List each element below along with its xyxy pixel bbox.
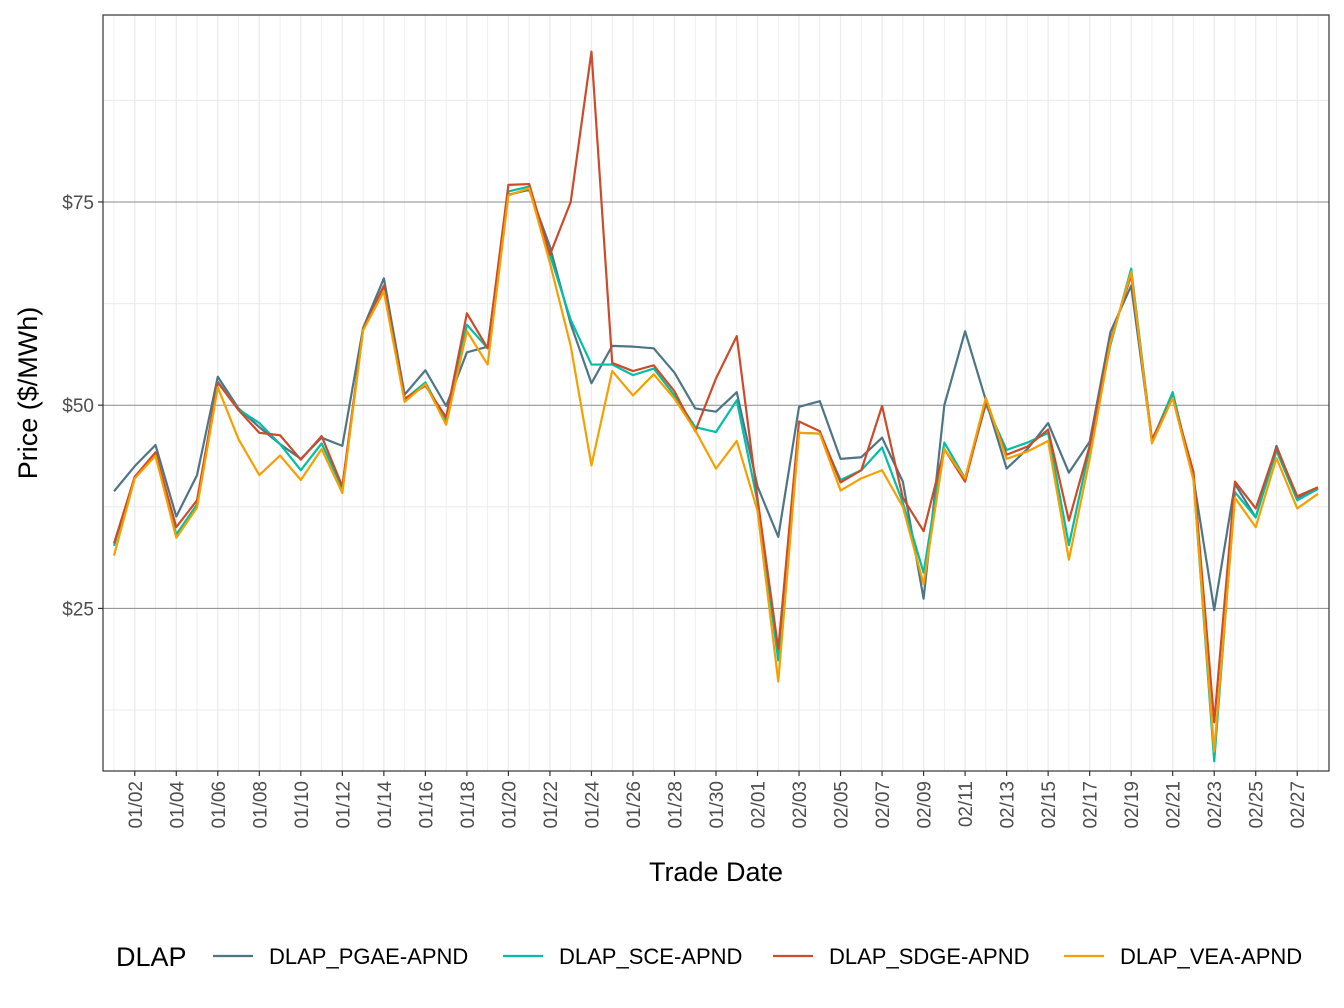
x-tick-label: 02/05 [832,781,853,829]
x-tick-label: 01/14 [375,781,396,829]
x-tick-label: 01/16 [416,781,437,829]
y-axis-ticks: $25 $50 $75 [62,193,103,620]
x-tick-label: 02/09 [915,781,936,829]
x-tick-label: 01/18 [458,781,479,829]
x-tick-label: 01/02 [126,781,147,829]
x-tick-label: 02/25 [1247,781,1268,829]
legend-label: DLAP_PGAE-APND [269,944,468,969]
x-tick-label: 02/23 [1205,781,1226,829]
x-tick-label: 02/27 [1288,781,1309,829]
x-tick-label: 02/03 [790,781,811,829]
x-tick-label: 01/08 [250,781,271,829]
x-tick-label: 01/30 [707,781,728,829]
x-tick-label: 02/17 [1081,781,1102,829]
x-tick-label: 01/28 [665,781,686,829]
x-tick-label: 01/10 [292,781,313,829]
x-axis-ticks: 01/02 01/04 01/06 01/08 01/10 01/12 01/14 01/16… [126,771,1309,829]
x-tick-label: 02/15 [1039,781,1060,829]
x-tick-label: 02/01 [749,781,770,829]
x-axis-title: Trade Date [649,857,783,887]
x-tick-label: 02/21 [1164,781,1185,829]
x-tick-label: 02/19 [1122,781,1143,829]
y-axis-title: Price ($/MWh) [13,307,43,480]
legend-label: DLAP_SCE-APND [559,944,742,969]
series-lines [112,50,1319,763]
x-tick-label: 01/12 [333,781,354,829]
x-tick-label: 01/20 [499,781,520,829]
x-tick-label: 01/22 [541,781,562,829]
major-gridlines [103,201,1329,609]
x-tick-label: 02/11 [956,781,977,827]
legend-title: DLAP [116,942,187,972]
x-tick-label: 01/24 [582,781,603,829]
x-tick-label: 02/13 [998,781,1019,829]
x-tick-label: 01/04 [167,781,188,829]
legend: DLAP DLAP_PGAE-APND DLAP_SCE-APND DLAP_SDG… [116,942,1302,972]
y-tick-label: $75 [62,193,94,214]
legend-label: DLAP_SDGE-APND [829,944,1030,969]
x-tick-label: 01/06 [209,781,230,829]
series-line-dlap-vea-apnd [112,187,1319,753]
y-tick-label: $25 [62,599,94,620]
x-tick-label: 01/26 [624,781,645,829]
legend-label: DLAP_VEA-APND [1120,944,1302,969]
x-tick-label: 02/07 [873,781,894,829]
y-tick-label: $50 [62,396,94,417]
